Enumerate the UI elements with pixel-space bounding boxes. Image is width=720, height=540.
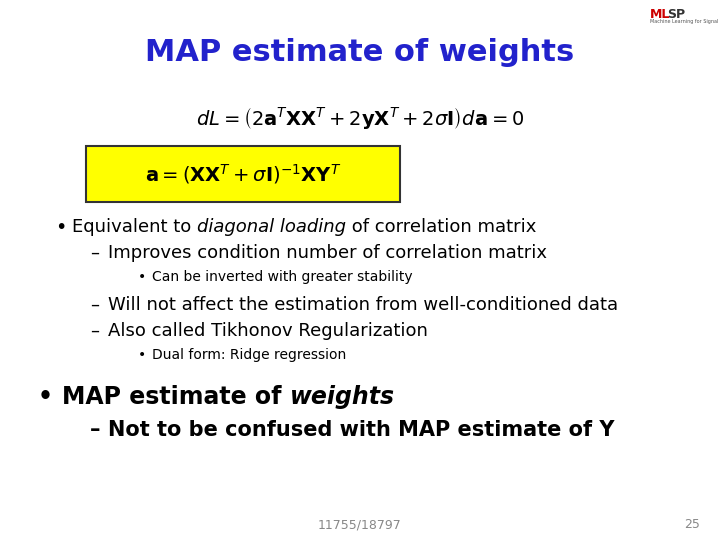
Text: •: • bbox=[55, 218, 66, 237]
Text: $\mathbf{a} = \left(\mathbf{X}\mathbf{X}^T + \sigma\mathbf{I}\right)^{-1}\mathbf: $\mathbf{a} = \left(\mathbf{X}\mathbf{X}… bbox=[145, 162, 341, 186]
Text: •: • bbox=[38, 385, 53, 409]
Text: Equivalent to: Equivalent to bbox=[72, 218, 197, 236]
Text: MAP estimate of weights: MAP estimate of weights bbox=[145, 38, 575, 67]
Text: weights: weights bbox=[289, 385, 395, 409]
Text: –: – bbox=[90, 322, 99, 340]
Text: 25: 25 bbox=[684, 518, 700, 531]
Text: Will not affect the estimation from well-conditioned data: Will not affect the estimation from well… bbox=[108, 296, 618, 314]
Text: diagonal loading: diagonal loading bbox=[197, 218, 346, 236]
Text: –: – bbox=[90, 296, 99, 314]
Text: ML: ML bbox=[650, 8, 670, 21]
Text: SP: SP bbox=[667, 8, 685, 21]
FancyBboxPatch shape bbox=[86, 146, 400, 202]
Text: –: – bbox=[90, 244, 99, 262]
Text: of correlation matrix: of correlation matrix bbox=[346, 218, 536, 236]
Text: Also called Tikhonov Regularization: Also called Tikhonov Regularization bbox=[108, 322, 428, 340]
Text: $dL = \left(2\mathbf{a}^T\mathbf{X}\mathbf{X}^T + 2\mathbf{y}\mathbf{X}^T + 2\si: $dL = \left(2\mathbf{a}^T\mathbf{X}\math… bbox=[196, 105, 524, 131]
Text: Dual form: Ridge regression: Dual form: Ridge regression bbox=[152, 348, 346, 362]
Text: Improves condition number of correlation matrix: Improves condition number of correlation… bbox=[108, 244, 547, 262]
Text: 11755/18797: 11755/18797 bbox=[318, 518, 402, 531]
Text: •: • bbox=[138, 348, 146, 362]
Text: •: • bbox=[138, 270, 146, 284]
Text: Machine Learning for Signal Processing: Machine Learning for Signal Processing bbox=[650, 19, 720, 24]
Text: –: – bbox=[90, 420, 101, 440]
Text: MAP estimate of: MAP estimate of bbox=[62, 385, 289, 409]
Text: Not to be confused with MAP estimate of Y: Not to be confused with MAP estimate of … bbox=[108, 420, 614, 440]
Text: Can be inverted with greater stability: Can be inverted with greater stability bbox=[152, 270, 413, 284]
